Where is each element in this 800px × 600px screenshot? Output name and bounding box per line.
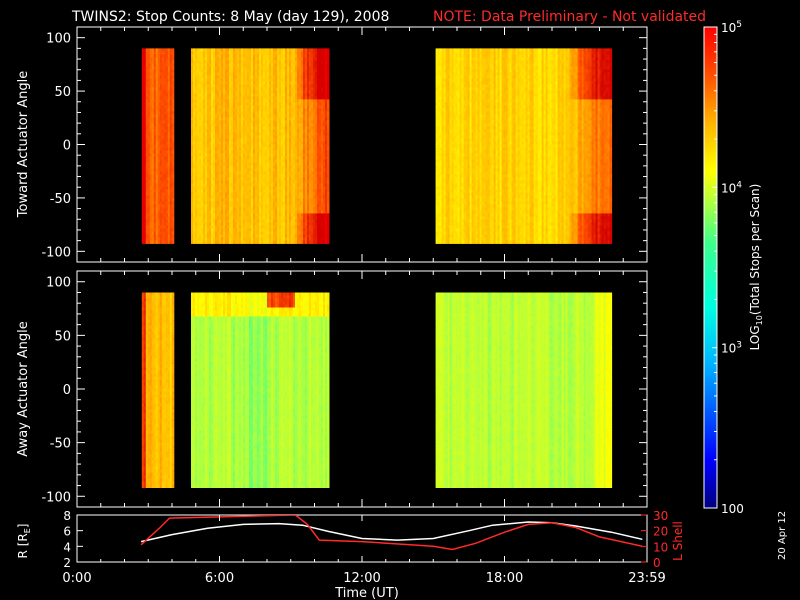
toward-ytick-label: -100: [41, 245, 71, 260]
chart-title: TWINS2: Stop Counts: 8 May (day 129), 20…: [71, 9, 389, 25]
orbit-r-ylabel: R [RE]: [16, 524, 32, 559]
away-ytick-label: 0: [63, 383, 71, 398]
orbit-r-ytick-label: 8: [63, 509, 71, 523]
orbit-lshell-ytick-label: 20: [653, 525, 668, 539]
away-ytick-label: 100: [46, 276, 71, 291]
toward-data-block: [191, 48, 330, 244]
orbit-lshell-ytick-label: 0: [653, 556, 661, 570]
colorbar: 100 103 104 105 LOG10(Total Stops per Scan): [703, 20, 764, 516]
toward-data-block: [435, 48, 613, 244]
toward-ytick-label: 50: [54, 85, 71, 100]
orbit-radius-line: [140, 521, 643, 543]
time-xtick-label: 6:00: [205, 571, 234, 586]
toward-ytick-label: 0: [63, 139, 71, 154]
orbit-r-ytick-label: 4: [63, 540, 71, 554]
orbit-lshell-line: [140, 515, 643, 551]
time-xtick-label: 18:00: [486, 571, 523, 586]
away-ylabel: Away Actuator Angle: [16, 321, 31, 456]
colorbar-gradient: [703, 26, 718, 509]
orbit-lshell-ytick-label: 10: [653, 540, 668, 554]
orbit-lshell-ytick-label: 30: [653, 509, 668, 523]
away-data-block: [435, 292, 613, 488]
toward-data-block: [141, 48, 175, 244]
away-ytick-label: -100: [41, 490, 71, 505]
preliminary-note: NOTE: Data Preliminary - Not validated: [433, 9, 706, 25]
toward-panel: -100 -50 0 50 100: [41, 26, 648, 263]
time-xtick-label: 12:00: [343, 571, 380, 586]
away-panel: -100 -50 0 50 100: [41, 270, 648, 508]
away-data-block: [191, 292, 330, 488]
date-stamp: 20 Apr 12: [777, 511, 788, 560]
orbit-lshell-ylabel: L Shell: [671, 521, 685, 561]
colorbar-tick-label: 100: [721, 502, 744, 516]
toward-ylabel: Toward Actuator Angle: [16, 71, 31, 218]
away-data-block: [141, 292, 175, 488]
orbit-r-ytick-label: 2: [63, 556, 71, 570]
colorbar-tick-label: 104: [721, 180, 742, 195]
toward-ytick-label: 100: [46, 32, 71, 47]
away-ytick-label: 50: [54, 329, 71, 344]
orbit-r-ytick-label: 6: [63, 525, 71, 539]
colorbar-tick-label: 105: [721, 20, 742, 35]
time-xlabel: Time (UT): [334, 586, 399, 600]
colorbar-label: LOG10(Total Stops per Scan): [748, 184, 764, 351]
toward-ytick-label: -50: [50, 192, 71, 207]
away-ytick-label: -50: [50, 437, 71, 452]
colorbar-tick-label: 103: [721, 341, 742, 356]
time-xtick-label: 23:59: [628, 571, 665, 586]
time-xtick-label: 0:00: [62, 571, 91, 586]
